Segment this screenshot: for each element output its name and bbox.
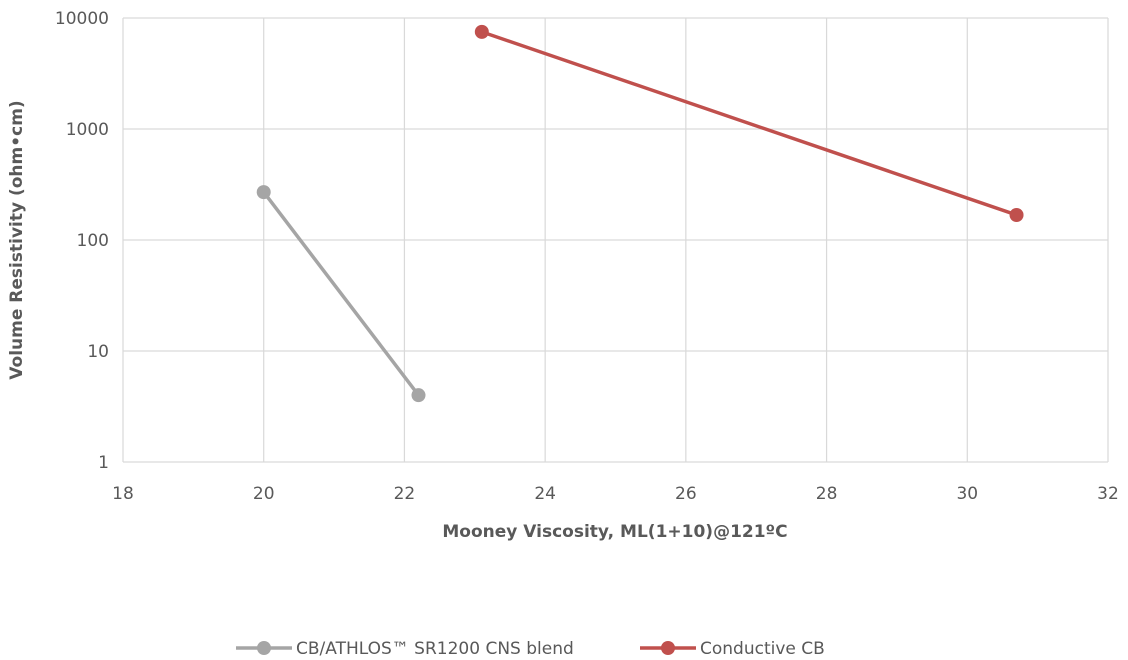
data-point <box>474 24 489 39</box>
y-axis-title: Volume Resistivity (ohm•cm) <box>7 100 27 379</box>
series-lines <box>256 24 1024 403</box>
legend-marker <box>257 641 271 655</box>
x-tick-label: 22 <box>394 484 416 504</box>
y-tick-label: 1000 <box>66 120 109 140</box>
legend-item-1: CB/ATHLOS™ SR1200 CNS blend <box>236 639 574 659</box>
y-tick-label: 10 <box>87 342 109 362</box>
data-point <box>1009 207 1024 222</box>
data-point <box>411 388 426 403</box>
series-1 <box>256 185 426 403</box>
y-tick-label: 10000 <box>55 9 109 29</box>
x-tick-label: 24 <box>534 484 556 504</box>
data-point <box>256 185 271 200</box>
x-tick-label: 32 <box>1097 484 1119 504</box>
x-tick-label: 30 <box>956 484 978 504</box>
legend-label: CB/ATHLOS™ SR1200 CNS blend <box>296 639 574 659</box>
y-tick-label: 1 <box>98 453 109 473</box>
series-line <box>480 30 1019 217</box>
legend: CB/ATHLOS™ SR1200 CNS blend Conductive CB <box>236 639 825 659</box>
x-tick-label: 28 <box>816 484 838 504</box>
legend-marker <box>661 641 675 655</box>
x-tick-label: 18 <box>112 484 134 504</box>
x-tick-label: 20 <box>253 484 275 504</box>
gridlines <box>122 17 1109 463</box>
x-axis-title: Mooney Viscosity, ML(1+10)@121ºC <box>442 522 787 542</box>
series-line <box>261 190 421 397</box>
y-tick-label: 100 <box>77 231 109 251</box>
series-2 <box>474 24 1024 222</box>
legend-label: Conductive CB <box>700 639 825 659</box>
tick-labels: 18 20 22 24 26 28 30 32 1 10 100 1000 10000 <box>55 9 1119 504</box>
x-tick-label: 26 <box>675 484 697 504</box>
legend-item-2: Conductive CB <box>640 639 825 659</box>
